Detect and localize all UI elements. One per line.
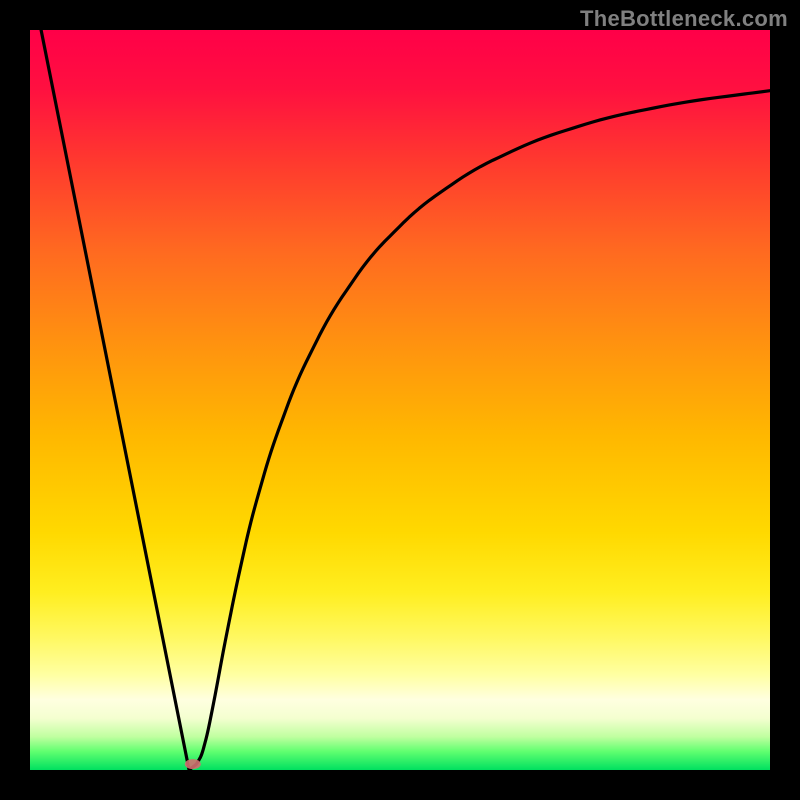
chart-container: TheBottleneck.com	[0, 0, 800, 800]
optimal-point-marker	[185, 759, 201, 769]
plot-area	[30, 30, 770, 770]
gradient-background	[30, 30, 770, 770]
watermark-text: TheBottleneck.com	[580, 6, 788, 32]
chart-svg	[30, 30, 770, 770]
